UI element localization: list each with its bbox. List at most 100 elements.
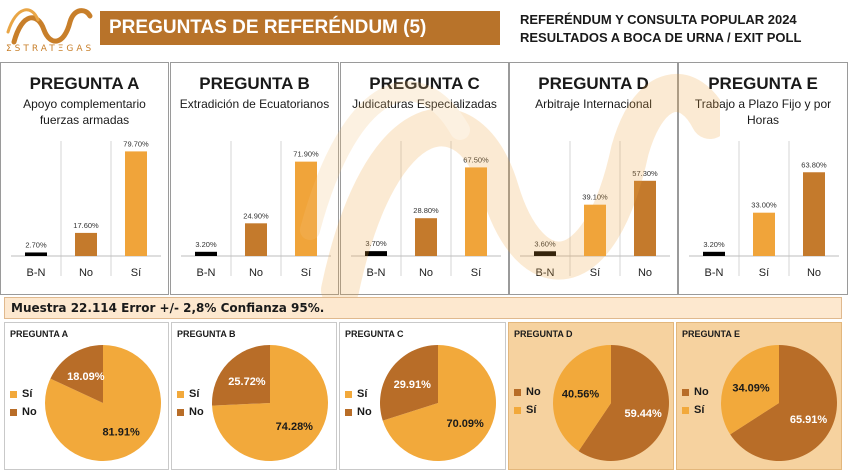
x-tick-label: Sí	[590, 267, 600, 279]
x-tick-label: Sí	[759, 267, 769, 279]
bar-value-label: 67.50%	[463, 155, 489, 164]
header-right: REFERÉNDUM Y CONSULTA POPULAR 2024 RESUL…	[520, 11, 801, 47]
bar-chart-svg: 2.70% B-N 17.60% No 79.70% Sí	[11, 139, 161, 279]
pie-panel-title: PREGUNTA D	[514, 329, 573, 339]
bar-value-label: 28.80%	[413, 206, 439, 215]
legend-label: No	[694, 386, 709, 398]
pie-slice-no	[380, 345, 438, 421]
legend-label: No	[357, 406, 372, 418]
x-tick-label: No	[419, 267, 433, 279]
subtitle-line: Apoyo complementario	[23, 97, 146, 111]
pie-value-label: 65.91%	[790, 414, 828, 426]
subtitle-line: Judicaturas Especializadas	[352, 97, 497, 111]
page-title: PREGUNTAS DE REFERÉNDUM (5)	[100, 11, 500, 45]
legend-swatch	[345, 390, 352, 398]
bar-si	[295, 161, 317, 256]
pie-panel-title: PREGUNTA E	[682, 329, 741, 339]
pie-panel-title: PREGUNTA B	[177, 329, 236, 339]
pie-slice-no	[212, 345, 270, 406]
x-tick-label: B-N	[197, 267, 216, 279]
bar-value-label: 33.00%	[751, 201, 777, 210]
legend-item-si: Sí	[345, 388, 367, 400]
bar-value-label: 2.70%	[25, 240, 47, 249]
legend-label: Sí	[189, 388, 200, 400]
header-line-1: REFERÉNDUM Y CONSULTA POPULAR 2024	[520, 12, 797, 27]
legend-swatch	[682, 406, 689, 414]
subtitle-line: Extradición de Ecuatorianos	[179, 97, 330, 111]
bar-no	[803, 172, 825, 256]
pie-value-label: 81.91%	[102, 426, 140, 438]
pie-slice-si	[44, 345, 161, 461]
bar-b-n	[534, 251, 556, 256]
pie-slice-si	[553, 345, 611, 452]
pie-value-label: 25.72%	[228, 376, 266, 388]
x-tick-label: Sí	[471, 267, 481, 279]
legend-swatch	[514, 406, 521, 414]
pie-panel-title: PREGUNTA A	[10, 329, 69, 339]
subtitle-line: Horas	[746, 113, 779, 127]
bar-panel-subtitle: Trabajo a Plazo Fijo y por Horas	[683, 96, 843, 128]
bar-panel-title: PREGUNTA E	[708, 74, 818, 93]
legend-label: Sí	[694, 404, 705, 416]
bar-b-n	[195, 251, 217, 256]
x-tick-label: B-N	[27, 267, 46, 279]
legend-swatch	[514, 388, 521, 396]
bar-chart-svg: 3.20% B-N 33.00% Sí 63.80% No	[689, 141, 839, 279]
legend-swatch	[682, 388, 689, 396]
pie-slice-si	[721, 345, 779, 435]
bar-value-label: 3.70%	[365, 239, 387, 248]
bar-b-n	[365, 251, 387, 256]
pie-slice-no	[50, 345, 103, 403]
pie-panel-pregunta-c: PREGUNTA C Sí No 29.91% 70.09%	[339, 322, 506, 470]
pie-chart-svg: 25.72% 74.28%	[212, 345, 328, 461]
bar-panel-title: PREGUNTA A	[29, 74, 140, 93]
subtitle-line: Trabajo a Plazo Fijo y por	[694, 97, 832, 111]
legend-swatch	[177, 390, 184, 398]
x-tick-label: Sí	[301, 267, 311, 279]
pie-panel-pregunta-d: PREGUNTA D No Sí 40.56% 59.44%	[508, 322, 674, 470]
bar-panel-pregunta-e: PREGUNTA E Trabajo a Plazo Fijo y por Hora…	[678, 62, 848, 295]
legend-label: Sí	[22, 388, 33, 400]
bar-no	[75, 232, 97, 256]
pie-value-label: 29.91%	[394, 379, 432, 391]
bar-panel-title: PREGUNTA B	[199, 74, 310, 93]
bar-si	[584, 204, 606, 256]
bar-panel-pregunta-b: PREGUNTA B Extradición de Ecuatorianos 3.2…	[170, 62, 339, 295]
bar-si	[753, 212, 775, 256]
header-line-2: RESULTADOS A BOCA DE URNA / EXIT POLL	[520, 30, 802, 45]
pie-chart-svg: 34.09% 65.91%	[721, 345, 837, 461]
legend-label: No	[526, 386, 541, 398]
bar-chart-svg: 3.70% B-N 28.80% No 67.50% Sí	[351, 141, 501, 279]
bar-chart-svg: 3.60% B-N 39.10% Sí 57.30% No	[520, 141, 670, 279]
x-tick-label: Sí	[131, 267, 141, 279]
subtitle-line: Arbitraje Internacional	[535, 97, 652, 111]
pie-slice-no	[578, 345, 669, 461]
pie-slice-si	[382, 345, 496, 461]
bar-value-label: 63.80%	[801, 160, 827, 169]
legend-swatch	[10, 408, 17, 416]
legend-swatch	[10, 390, 17, 398]
bar-b-n	[25, 252, 47, 256]
pie-value-label: 34.09%	[732, 383, 770, 395]
bar-panel-title: PREGUNTA C	[369, 74, 480, 93]
legend-item-no: No	[514, 386, 541, 398]
pie-panel-pregunta-b: PREGUNTA B Sí No 25.72% 74.28%	[171, 322, 337, 470]
x-tick-label: No	[79, 267, 93, 279]
legend-item-si: Sí	[682, 404, 704, 416]
bar-panel-pregunta-c: PREGUNTA C Judicaturas Especializadas 3.70…	[340, 62, 509, 295]
bar-b-n	[703, 251, 725, 256]
bar-panel-pregunta-a: PREGUNTA A Apoyo complementario fuerzas ar…	[0, 62, 169, 295]
bar-value-label: 39.10%	[582, 193, 608, 202]
legend-label: No	[189, 406, 204, 418]
legend-item-no: No	[345, 406, 372, 418]
legend-item-si: Sí	[10, 388, 32, 400]
x-tick-label: No	[807, 267, 821, 279]
x-tick-label: B-N	[705, 267, 724, 279]
x-tick-label: B-N	[367, 267, 386, 279]
bar-value-label: 17.60%	[73, 221, 99, 230]
legend-item-no: No	[10, 406, 37, 418]
pie-charts-row: PREGUNTA A Sí No 18.09% 81.91% PREGUNTA B Sí No…	[0, 322, 850, 473]
pie-value-label: 74.28%	[276, 421, 314, 433]
bar-value-label: 3.60%	[534, 239, 556, 248]
bar-value-label: 3.20%	[195, 240, 217, 249]
